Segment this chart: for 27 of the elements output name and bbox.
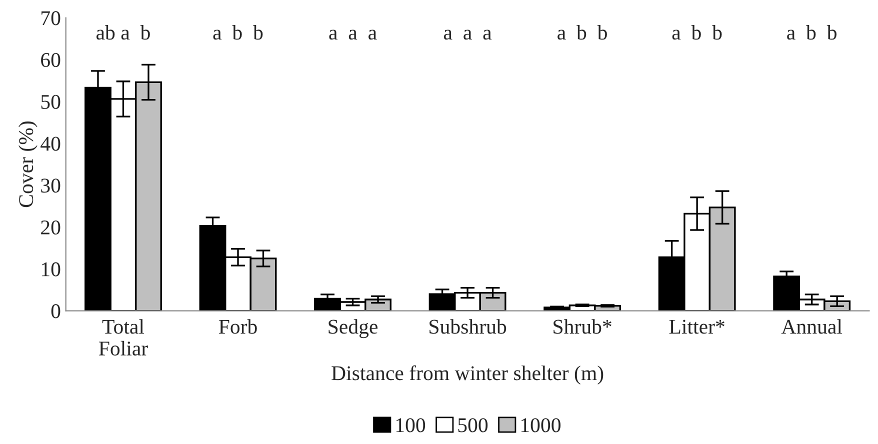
legend-label: 1000 (521, 418, 560, 432)
annotation: ab a b (96, 25, 150, 40)
annotation: a b b (213, 25, 263, 40)
y-axis-title: Cover (%) (18, 122, 38, 208)
x-tick-label: Sedge (328, 319, 378, 338)
x-tick-label: Annual (781, 319, 842, 334)
y-tick-label: 40 (40, 136, 60, 151)
annotation: a b b (787, 25, 836, 40)
y-tick-label: 50 (41, 94, 60, 109)
annotation: a b b (558, 25, 607, 40)
y-tick-label: 60 (41, 52, 60, 68)
legend-label: 100 (396, 418, 426, 432)
y-tick-label: 30 (41, 178, 60, 193)
annotation: a b b (672, 25, 722, 40)
y-tick-label: 20 (41, 220, 60, 235)
x-axis-title: Distance from winter shelter (m) (332, 365, 604, 384)
x-tick-label: Litter* (669, 320, 724, 334)
y-tick-label: 10 (42, 262, 60, 276)
annotation: a a a (329, 30, 377, 40)
annotation: a a a (444, 30, 492, 40)
x-tick-label: Forb (218, 319, 257, 334)
x-tick-label: Subshrub (430, 319, 506, 334)
y-tick-label: 0 (51, 304, 60, 318)
x-tick-label: Shrub* (554, 319, 612, 334)
x-tick-label: Total Foliar (98, 319, 148, 356)
legend-label: 500 (458, 418, 488, 432)
y-tick-label: 70 (42, 11, 60, 26)
